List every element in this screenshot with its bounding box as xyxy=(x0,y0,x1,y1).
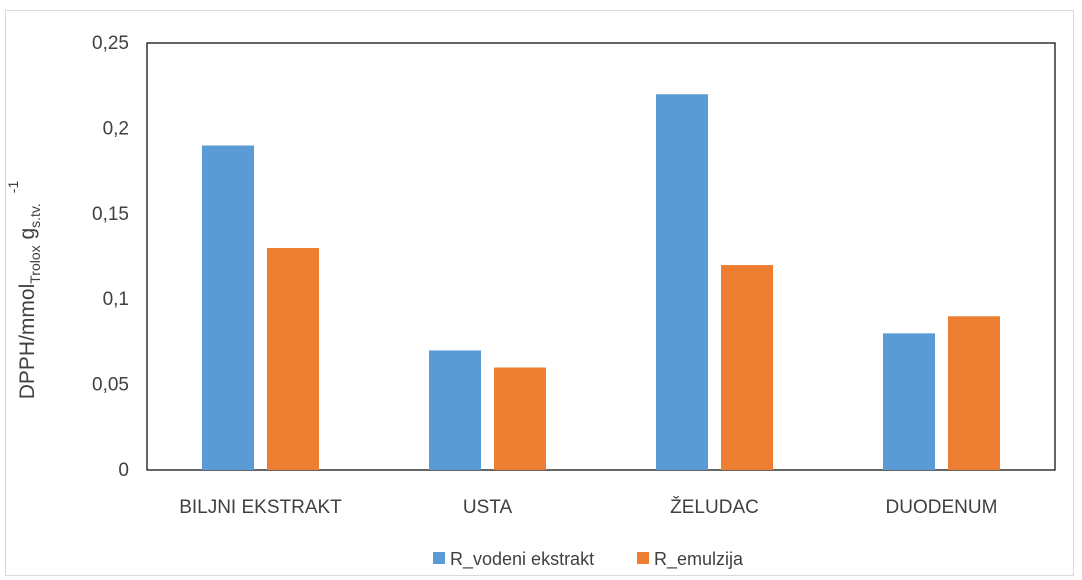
x-category-label: DUODENUM xyxy=(886,497,998,518)
bar-vodeni-ekstrakt xyxy=(656,94,708,471)
legend-label: R_emulzija xyxy=(654,549,744,570)
legend-swatch xyxy=(637,552,649,564)
bars-group xyxy=(202,94,1000,471)
y-tick-label: 0,15 xyxy=(92,204,129,225)
plot-border xyxy=(146,42,1056,471)
bar-vodeni-ekstrakt xyxy=(883,333,935,470)
legend-swatch xyxy=(433,552,445,564)
x-category-label: USTA xyxy=(463,497,513,518)
y-tick-label: 0,05 xyxy=(92,375,129,396)
bar-emulzija xyxy=(267,247,319,470)
x-axis-categories: BILJNI EKSTRAKT USTA ŽELUDAC DUODENUM xyxy=(179,496,997,518)
plot-area xyxy=(146,42,1056,471)
chart-frame xyxy=(5,10,1074,576)
bar-emulzija xyxy=(721,265,773,470)
bar-emulzija xyxy=(494,367,546,470)
x-category-label: ŽELUDAC xyxy=(670,496,759,518)
bar-vodeni-ekstrakt xyxy=(429,350,481,470)
y-tick-label: 0,25 xyxy=(92,33,129,54)
x-category-label: BILJNI EKSTRAKT xyxy=(179,497,342,518)
legend-label: R_vodeni ekstrakt xyxy=(450,549,594,570)
y-tick-label: 0,1 xyxy=(103,289,129,310)
legend: R_vodeni ekstrakt R_emulzija xyxy=(433,549,744,570)
y-axis-label: DPPH/mmolTrolox gs.tv.-1 xyxy=(5,181,43,400)
y-axis-ticks: 0 0,05 0,1 0,15 0,2 0,25 xyxy=(92,33,129,481)
bar-emulzija xyxy=(948,316,1000,470)
bar-vodeni-ekstrakt xyxy=(202,145,254,471)
y-tick-label: 0 xyxy=(118,460,129,481)
y-tick-label: 0,2 xyxy=(103,118,129,139)
